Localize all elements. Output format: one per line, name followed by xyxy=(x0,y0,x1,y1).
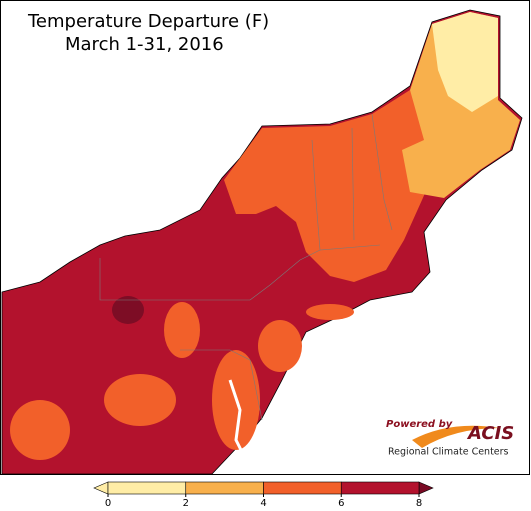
legend-tick-label: 0 xyxy=(105,498,111,509)
logo-name: ACIS xyxy=(466,423,514,444)
legend: 0 2 4 6 8 xyxy=(93,481,434,509)
legend-tick-label: 2 xyxy=(183,498,189,509)
legend-swatch xyxy=(263,481,342,495)
state-border xyxy=(180,349,263,421)
zone-blob xyxy=(306,304,354,320)
zone-dark xyxy=(112,296,144,324)
zone-blob xyxy=(10,400,70,460)
state-border xyxy=(249,249,321,301)
zone-yellow xyxy=(432,12,498,112)
legend-swatch xyxy=(185,481,264,495)
map-title: Temperature Departure (F) xyxy=(27,11,269,32)
logo-powered: Powered by xyxy=(386,419,453,430)
state-border xyxy=(371,113,393,231)
legend-swatch xyxy=(340,481,420,495)
zone-orange xyxy=(224,90,448,282)
map-subtitle: March 1-31, 2016 xyxy=(65,34,224,55)
map-land xyxy=(1,9,523,475)
logo: Powered by ACIS Regional Climate Centers xyxy=(386,419,514,458)
state-border xyxy=(99,258,250,301)
state-border xyxy=(311,139,381,251)
logo-tagline: Regional Climate Centers xyxy=(388,447,509,458)
legend-arrow xyxy=(93,481,109,495)
legend-swatch xyxy=(107,481,187,495)
zone-blob xyxy=(104,374,176,426)
legend-tick-label: 4 xyxy=(260,498,266,509)
logo-swoosh xyxy=(412,425,500,448)
state-border xyxy=(351,127,355,241)
legend-tick-label: 6 xyxy=(338,498,344,509)
legend-tick-label: 8 xyxy=(416,498,422,509)
zone-blob xyxy=(164,302,200,358)
legend-arrow xyxy=(418,481,434,495)
zone-blob xyxy=(258,320,302,372)
bay xyxy=(228,379,248,461)
